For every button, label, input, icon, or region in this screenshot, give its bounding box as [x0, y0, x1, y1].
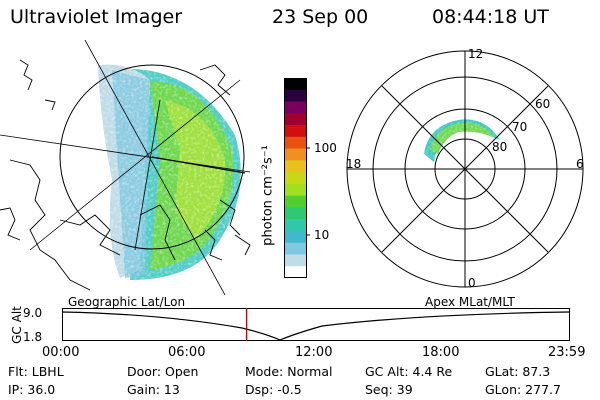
mode-info: Mode: Normal [245, 364, 333, 379]
altitude-ytick-1-8: 1.8 [23, 330, 43, 344]
coastline [0, 59, 241, 291]
colorbar-segment [284, 266, 307, 278]
mlat-label-70: 70 [512, 120, 528, 134]
glon-info: GLon: 277.7 [485, 382, 561, 397]
polar-panel-label: Apex MLat/MLT [425, 295, 515, 309]
colorbar-segment [284, 207, 307, 220]
mlt-label-12: 12 [468, 47, 484, 61]
geo-panel-label: Geographic Lat/Lon [68, 295, 186, 309]
altitude-plot [62, 308, 570, 341]
colorbar-segment [284, 183, 307, 197]
instrument-title: Ultraviolet Imager [10, 6, 183, 28]
glat-info: GLat: 87.3 [485, 364, 551, 379]
altitude-xtick-0000: 00:00 [42, 345, 80, 360]
mlt-label-18: 18 [346, 157, 362, 171]
mlt-label-0: 0 [468, 276, 476, 290]
dsp-info: Dsp: -0.5 [245, 382, 302, 397]
altitude-xtick-0600: 06:00 [168, 345, 206, 360]
colorbar-segment [284, 89, 307, 103]
colorbar-segment [284, 78, 307, 91]
mlt-label-6: 6 [576, 157, 584, 171]
colorbar-segment [284, 195, 307, 209]
colorbar-segment [284, 172, 307, 185]
mlat-label-80: 80 [492, 140, 508, 154]
colorbar-segment [284, 160, 307, 173]
altitude-xtick-1800: 18:00 [422, 345, 460, 360]
colorbar-segment [284, 136, 307, 150]
time-label: 08:44:18 UT [432, 6, 549, 28]
geographic-image-panel [0, 40, 260, 295]
colorbar-tick-100: 100 [314, 141, 337, 155]
colorbar-segment [284, 254, 307, 267]
colorbar-unit-label: photon cm⁻²s⁻¹ [260, 145, 276, 246]
seq-info: Seq: 39 [365, 382, 413, 397]
colorbar-tick-10: 10 [314, 228, 330, 242]
colorbar-segment [284, 230, 307, 244]
date-label: 23 Sep 00 [272, 6, 369, 28]
colorbar-segment [284, 148, 307, 161]
door-info: Door: Open [127, 364, 199, 379]
colorbar-segment [284, 113, 307, 126]
altitude-ylabel: GC Alt [10, 306, 24, 344]
mlat-label-60: 60 [535, 97, 551, 111]
filter-info: Flt: LBHL [8, 364, 64, 379]
gc-alt-info: GC Alt: 4.4 Re [365, 364, 453, 379]
colorbar-segment [284, 125, 307, 138]
colorbar-segment [284, 219, 307, 232]
altitude-xtick-1200: 12:00 [295, 345, 333, 360]
altitude-curve [62, 311, 570, 341]
gain-info: Gain: 13 [127, 382, 180, 397]
colorbar-segment [284, 242, 307, 256]
colorbar [284, 78, 310, 278]
ip-info: IP: 36.0 [8, 382, 56, 397]
colorbar-segment [284, 101, 307, 114]
polar-mlat-mlt-panel [346, 50, 584, 288]
altitude-xtick-2359: 23:59 [548, 345, 586, 360]
altitude-ytick-9: 9.0 [23, 306, 43, 320]
